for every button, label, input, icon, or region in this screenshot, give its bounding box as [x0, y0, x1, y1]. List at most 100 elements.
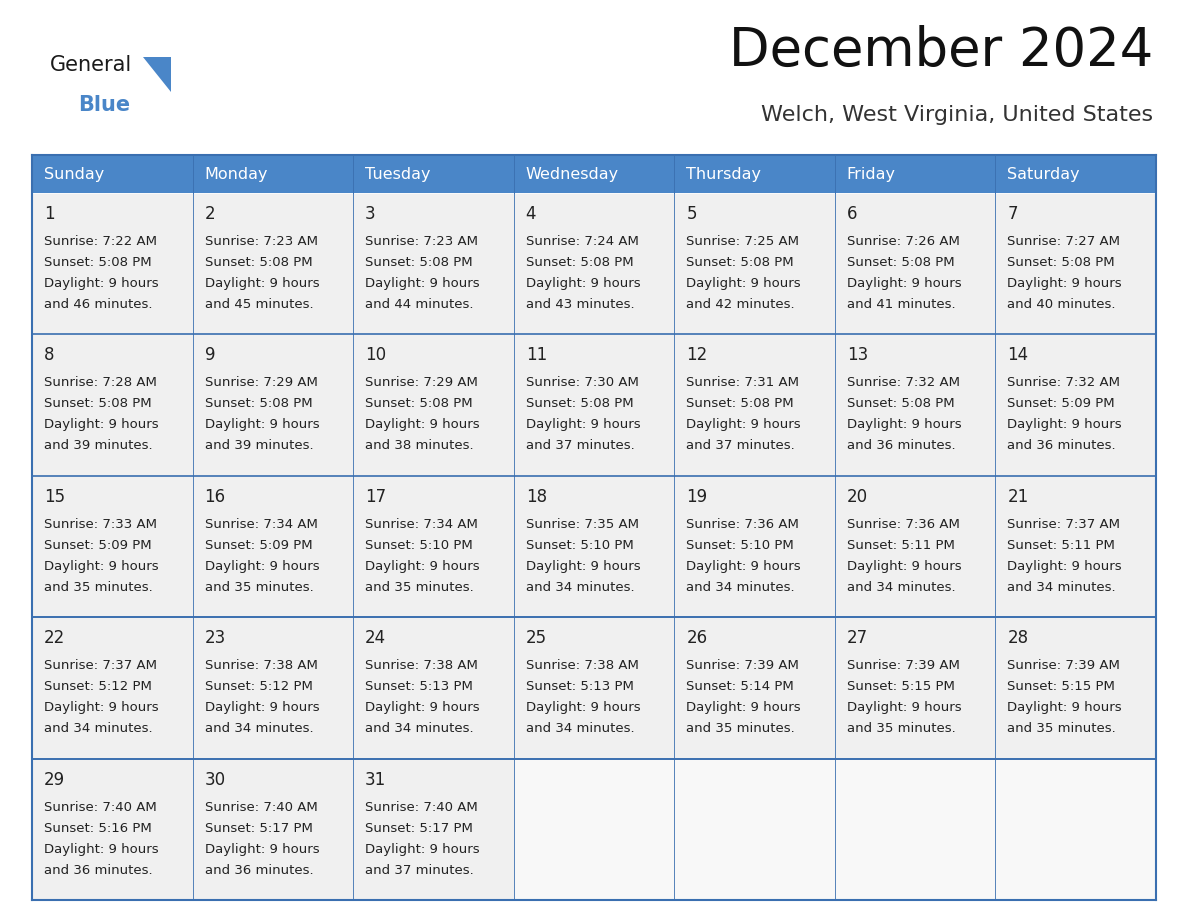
Text: Sunrise: 7:28 AM: Sunrise: 7:28 AM [44, 376, 157, 389]
Text: Wednesday: Wednesday [526, 166, 619, 182]
Text: and 35 minutes.: and 35 minutes. [365, 581, 474, 594]
Bar [675, 334, 835, 476]
Text: and 38 minutes.: and 38 minutes. [365, 440, 474, 453]
Text: Sunset: 5:14 PM: Sunset: 5:14 PM [687, 680, 794, 693]
Text: Sunrise: 7:39 AM: Sunrise: 7:39 AM [687, 659, 800, 672]
Text: and 34 minutes.: and 34 minutes. [847, 581, 955, 594]
Text: and 36 minutes.: and 36 minutes. [204, 864, 314, 877]
Text: Sunset: 5:12 PM: Sunset: 5:12 PM [44, 680, 152, 693]
Text: Sunrise: 7:32 AM: Sunrise: 7:32 AM [847, 376, 960, 389]
Bar [32, 476, 192, 617]
Text: and 35 minutes.: and 35 minutes. [1007, 722, 1117, 735]
Text: 26: 26 [687, 629, 707, 647]
Bar [32, 193, 192, 334]
Text: Sunset: 5:08 PM: Sunset: 5:08 PM [847, 397, 954, 410]
Text: 5: 5 [687, 205, 697, 223]
Text: Sunset: 5:10 PM: Sunset: 5:10 PM [365, 539, 473, 552]
Text: and 42 minutes.: and 42 minutes. [687, 298, 795, 311]
Text: Sunrise: 7:40 AM: Sunrise: 7:40 AM [44, 800, 157, 813]
Text: 9: 9 [204, 346, 215, 364]
Text: Sunset: 5:08 PM: Sunset: 5:08 PM [365, 397, 473, 410]
Text: and 34 minutes.: and 34 minutes. [44, 722, 152, 735]
Text: 15: 15 [44, 487, 65, 506]
Text: and 34 minutes.: and 34 minutes. [365, 722, 474, 735]
Text: Sunrise: 7:36 AM: Sunrise: 7:36 AM [847, 518, 960, 531]
Text: and 35 minutes.: and 35 minutes. [847, 722, 955, 735]
Bar [353, 476, 513, 617]
Text: 24: 24 [365, 629, 386, 647]
Text: 3: 3 [365, 205, 375, 223]
Text: and 34 minutes.: and 34 minutes. [1007, 581, 1116, 594]
Text: Daylight: 9 hours: Daylight: 9 hours [1007, 277, 1121, 290]
Text: and 37 minutes.: and 37 minutes. [687, 440, 795, 453]
Text: Daylight: 9 hours: Daylight: 9 hours [1007, 560, 1121, 573]
Text: Sunset: 5:08 PM: Sunset: 5:08 PM [687, 256, 794, 269]
Bar [32, 758, 192, 900]
Text: 12: 12 [687, 346, 708, 364]
Text: Welch, West Virginia, United States: Welch, West Virginia, United States [760, 105, 1154, 125]
Text: Daylight: 9 hours: Daylight: 9 hours [526, 560, 640, 573]
Text: 29: 29 [44, 770, 65, 789]
Text: Daylight: 9 hours: Daylight: 9 hours [204, 560, 320, 573]
Text: 22: 22 [44, 629, 65, 647]
Bar [996, 617, 1156, 758]
Bar [513, 193, 675, 334]
Text: Sunrise: 7:36 AM: Sunrise: 7:36 AM [687, 518, 800, 531]
Text: and 43 minutes.: and 43 minutes. [526, 298, 634, 311]
Text: Sunrise: 7:29 AM: Sunrise: 7:29 AM [365, 376, 478, 389]
Text: Sunrise: 7:38 AM: Sunrise: 7:38 AM [365, 659, 478, 672]
Bar [675, 617, 835, 758]
Text: Sunset: 5:08 PM: Sunset: 5:08 PM [847, 256, 954, 269]
Text: Daylight: 9 hours: Daylight: 9 hours [44, 843, 159, 856]
Text: Daylight: 9 hours: Daylight: 9 hours [204, 843, 320, 856]
Text: Sunrise: 7:23 AM: Sunrise: 7:23 AM [204, 235, 317, 248]
Text: 28: 28 [1007, 629, 1029, 647]
Text: and 35 minutes.: and 35 minutes. [687, 722, 795, 735]
Bar [996, 193, 1156, 334]
Text: 14: 14 [1007, 346, 1029, 364]
Text: and 37 minutes.: and 37 minutes. [365, 864, 474, 877]
Text: Daylight: 9 hours: Daylight: 9 hours [526, 419, 640, 431]
Text: 8: 8 [44, 346, 55, 364]
Text: Daylight: 9 hours: Daylight: 9 hours [687, 419, 801, 431]
Text: Sunset: 5:08 PM: Sunset: 5:08 PM [526, 256, 633, 269]
Bar [835, 758, 996, 900]
Text: Sunset: 5:10 PM: Sunset: 5:10 PM [687, 539, 794, 552]
Text: Sunrise: 7:31 AM: Sunrise: 7:31 AM [687, 376, 800, 389]
Bar [996, 476, 1156, 617]
Text: Daylight: 9 hours: Daylight: 9 hours [847, 277, 961, 290]
Text: Sunset: 5:08 PM: Sunset: 5:08 PM [44, 256, 152, 269]
Text: Sunrise: 7:30 AM: Sunrise: 7:30 AM [526, 376, 639, 389]
Bar [192, 758, 353, 900]
Text: 21: 21 [1007, 487, 1029, 506]
Text: and 36 minutes.: and 36 minutes. [1007, 440, 1116, 453]
Bar [513, 155, 675, 193]
Text: Sunset: 5:13 PM: Sunset: 5:13 PM [526, 680, 633, 693]
Bar [192, 476, 353, 617]
Bar [835, 193, 996, 334]
Text: Daylight: 9 hours: Daylight: 9 hours [204, 277, 320, 290]
Text: Sunset: 5:13 PM: Sunset: 5:13 PM [365, 680, 473, 693]
Text: Daylight: 9 hours: Daylight: 9 hours [365, 701, 480, 714]
Polygon shape [143, 57, 171, 92]
Text: 4: 4 [526, 205, 536, 223]
Text: 20: 20 [847, 487, 868, 506]
Text: Thursday: Thursday [687, 166, 762, 182]
Bar [353, 758, 513, 900]
Text: and 34 minutes.: and 34 minutes. [526, 581, 634, 594]
Text: Sunset: 5:08 PM: Sunset: 5:08 PM [526, 397, 633, 410]
Text: Daylight: 9 hours: Daylight: 9 hours [847, 560, 961, 573]
Bar [996, 334, 1156, 476]
Text: Daylight: 9 hours: Daylight: 9 hours [847, 701, 961, 714]
Text: and 34 minutes.: and 34 minutes. [526, 722, 634, 735]
Text: Sunset: 5:17 PM: Sunset: 5:17 PM [204, 822, 312, 834]
Bar [513, 476, 675, 617]
Text: 25: 25 [526, 629, 546, 647]
Text: 10: 10 [365, 346, 386, 364]
Text: Daylight: 9 hours: Daylight: 9 hours [44, 419, 159, 431]
Bar [675, 476, 835, 617]
Bar [675, 193, 835, 334]
Text: Sunset: 5:09 PM: Sunset: 5:09 PM [204, 539, 312, 552]
Text: Sunrise: 7:32 AM: Sunrise: 7:32 AM [1007, 376, 1120, 389]
Bar [835, 155, 996, 193]
